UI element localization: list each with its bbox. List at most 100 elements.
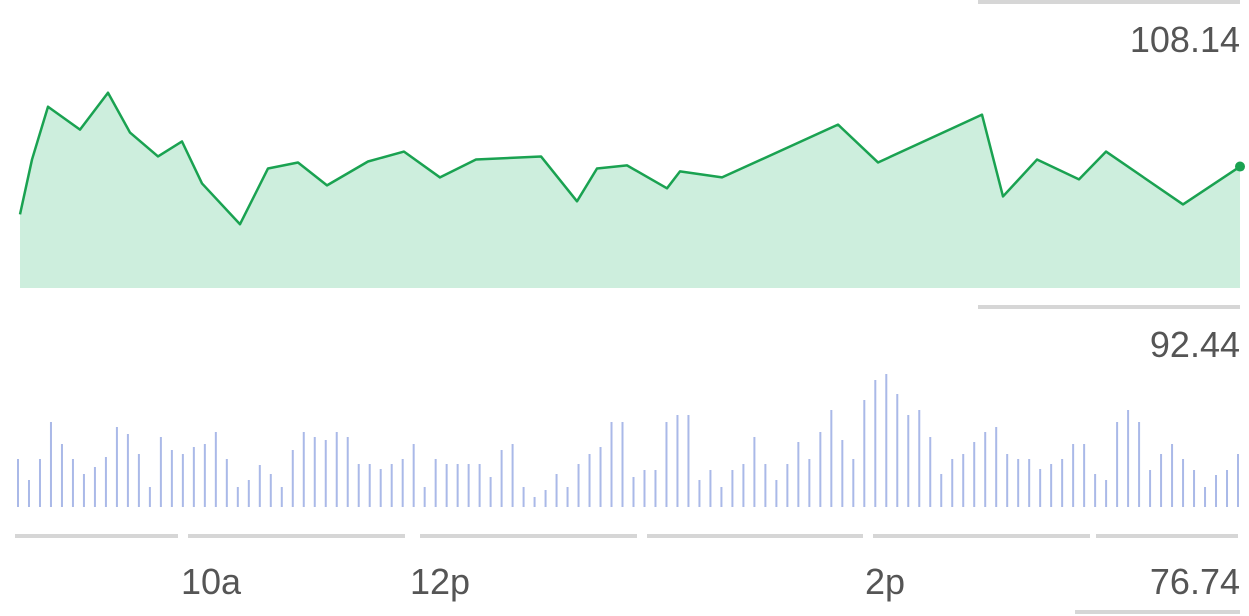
volume-bar	[709, 470, 712, 507]
volume-bar	[786, 464, 789, 507]
volume-bar	[973, 442, 976, 507]
volume-bar	[203, 444, 206, 507]
volume-bar	[995, 427, 998, 507]
last-point	[1235, 161, 1245, 172]
volume-bar	[313, 437, 316, 507]
volume-bar	[49, 422, 52, 507]
volume-bar	[38, 459, 41, 507]
volume-bar	[1050, 464, 1053, 507]
volume-bar	[687, 415, 690, 507]
volume-bar	[566, 487, 569, 507]
volume-bar	[676, 415, 679, 507]
volume-bar	[368, 464, 371, 507]
volume-bar	[929, 437, 932, 507]
volume-bar	[445, 464, 448, 507]
volume-bar	[1072, 444, 1075, 507]
volume-bar	[126, 434, 129, 507]
volume-bar	[1226, 470, 1229, 507]
volume-bar	[236, 487, 239, 507]
volume-bar	[1237, 454, 1239, 507]
volume-bar	[731, 470, 734, 507]
volume-bar	[1182, 459, 1185, 507]
volume-bar	[511, 444, 514, 507]
volume-bar	[577, 464, 580, 507]
volume-bar	[918, 410, 921, 507]
y-tick-label: 76.74	[1150, 561, 1240, 602]
volume-bar	[907, 415, 910, 507]
volume-bar	[753, 437, 756, 507]
volume-bar	[214, 432, 217, 507]
volume-bar	[984, 432, 987, 507]
volume-bar	[412, 444, 415, 507]
volume-bar	[324, 440, 327, 507]
volume-bar	[885, 374, 888, 507]
volume-bar	[544, 490, 547, 507]
volume-bar	[830, 410, 833, 507]
volume-bar	[951, 459, 954, 507]
volume-bar	[225, 459, 228, 507]
volume-bar	[280, 487, 283, 507]
y-tick-label: 108.14	[1130, 19, 1240, 60]
volume-bar	[533, 497, 536, 507]
volume-bar	[1039, 469, 1042, 507]
volume-bar	[621, 422, 624, 507]
volume-bar	[742, 464, 745, 507]
x-tick-label: 2p	[865, 561, 905, 602]
y-tick-label: 92.44	[1150, 324, 1240, 365]
volume-bar	[1006, 454, 1009, 507]
volume-bar	[27, 480, 30, 507]
volume-bar	[1193, 470, 1196, 507]
volume-bar	[654, 470, 657, 507]
volume-bar	[588, 454, 591, 507]
volume-bar	[192, 447, 195, 507]
volume-bar	[60, 444, 63, 507]
volume-bar	[1171, 444, 1174, 507]
volume-bar	[423, 487, 426, 507]
volume-bar	[1138, 422, 1141, 507]
volume-bar	[1160, 454, 1163, 507]
volume-bar	[1017, 459, 1020, 507]
volume-bar	[291, 450, 294, 507]
volume-bar	[335, 432, 338, 507]
volume-bar	[467, 464, 470, 507]
volume-bar	[1149, 470, 1152, 507]
volume-bar	[82, 474, 85, 507]
volume-bar	[874, 380, 877, 507]
volume-bar	[115, 427, 118, 507]
volume-bar	[1204, 487, 1207, 507]
volume-bar	[181, 454, 184, 507]
volume-bar	[170, 450, 173, 507]
x-tick-label: 12p	[410, 561, 470, 602]
volume-bar	[863, 400, 866, 507]
volume-bar	[819, 432, 822, 507]
volume-bar	[1083, 444, 1086, 507]
volume-bar	[797, 442, 800, 507]
volume-bar	[489, 477, 492, 507]
volume-bar	[379, 469, 382, 507]
volume-bar	[1094, 474, 1097, 507]
volume-bar	[940, 474, 943, 507]
volume-bar	[896, 394, 899, 507]
volume-bar	[1105, 480, 1108, 507]
price-line	[18, 91, 1241, 226]
volume-bar	[522, 487, 525, 507]
volume-bar	[434, 459, 437, 507]
volume-bar	[962, 454, 965, 507]
volume-bar	[478, 464, 481, 507]
x-tick-label: 10a	[181, 561, 242, 602]
volume-bar	[610, 422, 613, 507]
volume-bar	[643, 470, 646, 507]
volume-bar	[357, 464, 360, 507]
area-fill	[20, 92, 1240, 288]
volume-bar	[1061, 459, 1064, 507]
volume-bar	[456, 464, 459, 507]
volume-bar	[258, 465, 261, 507]
volume-bar	[1028, 459, 1031, 507]
volume-bar	[775, 480, 778, 507]
volume-bar	[269, 474, 272, 507]
volume-bar	[390, 464, 393, 507]
volume-bar	[632, 477, 635, 507]
volume-bar	[71, 459, 74, 507]
volume-bar	[665, 422, 668, 507]
volume-bar	[698, 480, 701, 507]
